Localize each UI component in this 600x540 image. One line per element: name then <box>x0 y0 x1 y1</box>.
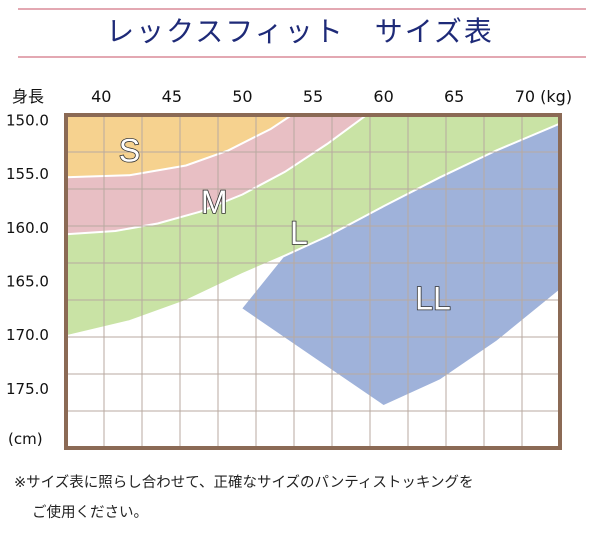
x-tick-label: 65 <box>444 87 464 106</box>
usage-note-line-1: ※サイズ表に照らし合わせて、正確なサイズのパンティストッキングを <box>14 475 474 491</box>
x-tick-label: 50 <box>232 87 252 106</box>
boundary-line-3 <box>66 122 560 338</box>
y-tick-label: 160.0 <box>6 219 49 237</box>
region-ll <box>242 123 560 405</box>
region-label-m: M <box>201 184 228 220</box>
y-unit-label: (cm) <box>8 430 43 448</box>
region-m <box>66 115 367 235</box>
x-tick-label: 70 (kg) <box>515 87 572 106</box>
x-axis-label: 身長 <box>12 87 44 106</box>
x-tick-labels: 40 45 50 55 60 65 70 (kg) <box>91 87 572 106</box>
region-label-ll: LL <box>415 281 451 317</box>
region-boundaries <box>66 115 560 338</box>
region-label-s: S <box>119 132 140 168</box>
y-tick-labels: 150.0 155.0 160.0 165.0 170.0 175.0 <box>6 111 49 398</box>
x-tick-label: 60 <box>373 87 393 106</box>
x-tick-label: 45 <box>162 87 182 106</box>
boundary-line-1 <box>66 115 293 179</box>
y-tick-label: 150.0 <box>6 111 49 129</box>
region-s <box>66 115 292 178</box>
y-tick-label: 165.0 <box>6 273 49 291</box>
y-tick-label: 170.0 <box>6 326 49 344</box>
x-tick-label: 55 <box>303 87 323 106</box>
y-tick-label: 155.0 <box>6 165 49 183</box>
title-bottom-rule <box>18 56 586 58</box>
boundary-line-2 <box>66 115 368 236</box>
y-tick-label: 175.0 <box>6 380 49 398</box>
title-top-rule <box>18 8 586 10</box>
usage-note-line-2: ご使用ください。 <box>32 505 148 521</box>
grid-lines <box>66 115 560 448</box>
plot-frame <box>64 113 562 450</box>
region-label-l: L <box>290 215 308 251</box>
page-title: レックスフィット サイズ表 <box>106 15 494 48</box>
x-tick-label: 40 <box>91 87 111 106</box>
